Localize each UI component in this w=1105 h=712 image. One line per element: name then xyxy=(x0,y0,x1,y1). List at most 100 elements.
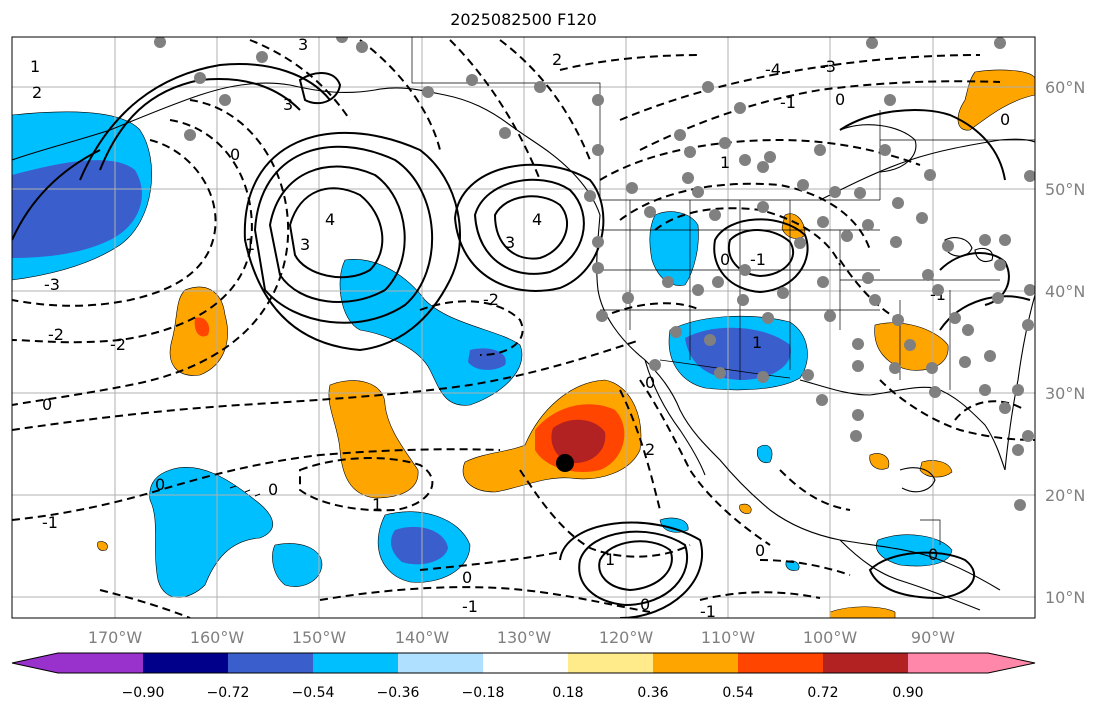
lon-label: 160°W xyxy=(190,628,245,647)
negative-anomaly-region xyxy=(149,467,273,598)
contour-solid xyxy=(253,145,434,324)
strong-negative-anomaly-region xyxy=(12,160,142,258)
contour-dashed xyxy=(839,259,901,321)
contour-dashed xyxy=(419,300,524,356)
colorbar-segment xyxy=(738,653,823,673)
contour-label: 2 xyxy=(32,83,42,102)
map-frame xyxy=(11,36,1036,619)
storm-center-marker xyxy=(556,454,574,472)
latitude-labels: 60°N 50°N 40°N 30°N 20°N 10°N xyxy=(1045,78,1085,607)
negative-anomaly-region xyxy=(876,534,953,567)
negative-anomaly-region xyxy=(339,259,523,406)
contour-dashed xyxy=(99,589,191,618)
alaska-coastline xyxy=(12,82,601,216)
strong-negative-anomaly-region xyxy=(390,526,448,565)
contour-label: -1 xyxy=(42,513,58,532)
east-coast xyxy=(1004,294,1035,471)
colorbar-tick-label: 0.36 xyxy=(637,685,668,701)
lon-label: 140°W xyxy=(395,628,450,647)
contour-dashed xyxy=(499,39,591,161)
contour-dashed xyxy=(249,39,351,121)
contour-dashed xyxy=(599,302,701,319)
contour-label: 0 xyxy=(42,395,52,414)
lon-label: 90°W xyxy=(911,628,955,647)
contour-label: 3 xyxy=(298,35,308,54)
contour-dashed xyxy=(519,469,691,558)
contour-dashed xyxy=(699,591,821,601)
contour-solid xyxy=(453,163,605,292)
contour-solid xyxy=(839,109,1006,181)
hawaii xyxy=(229,485,261,497)
contour-label: 0 xyxy=(645,373,655,392)
contour-solid xyxy=(868,551,976,600)
colorbar-segment xyxy=(823,653,908,673)
contour-dashed xyxy=(319,586,651,613)
hudson-bay xyxy=(839,124,917,173)
colorbar-tick-label: 0.54 xyxy=(722,685,753,701)
contour-dashed xyxy=(639,379,771,546)
contour-label: 3 xyxy=(505,233,515,252)
contour-solid xyxy=(727,229,795,278)
yucatan xyxy=(899,467,936,493)
contour-dashed xyxy=(779,469,851,511)
colorbar-outline xyxy=(11,652,1036,674)
contour-label: -1 xyxy=(780,93,796,112)
contour-dashed xyxy=(359,39,441,151)
great-lakes xyxy=(944,237,994,263)
contour-dashed xyxy=(559,54,701,71)
contour-label: 1 xyxy=(372,495,382,514)
colorbar-segment xyxy=(653,653,738,673)
contour-dashed xyxy=(12,339,641,431)
baja-coast xyxy=(644,359,706,476)
colorbar: −0.90 −0.72 −0.54 −0.36 −0.18 0.18 0.36 … xyxy=(11,652,1036,701)
contour-label: -2 xyxy=(110,335,126,354)
lon-label: 170°W xyxy=(88,628,143,647)
lon-label: 150°W xyxy=(292,628,347,647)
lon-label: 120°W xyxy=(599,628,654,647)
contour-labels: 1 2 3 3 4 3 4 3 2 1 0 -1 -2 -3 -4 0 -1 -… xyxy=(30,35,1010,621)
contour-dashed xyxy=(639,80,1001,151)
lon-label: 100°W xyxy=(803,628,858,647)
contour-solid xyxy=(243,131,461,352)
colorbar-segment xyxy=(313,653,398,673)
height-contours xyxy=(12,39,1035,618)
contour-dashed xyxy=(12,448,501,521)
contour-solid xyxy=(298,72,342,105)
contour-label: 3 xyxy=(283,95,293,114)
contour-dashed xyxy=(954,400,1026,421)
contour-dashed xyxy=(619,54,981,121)
contour-label: 0 xyxy=(268,480,278,499)
contour-label: -1 xyxy=(750,250,766,269)
contour-dashed xyxy=(619,389,661,511)
contour-label: 1 xyxy=(245,235,255,254)
lat-label: 60°N xyxy=(1045,78,1085,97)
contour-label: 0 xyxy=(755,541,765,560)
positive-anomaly-region xyxy=(328,380,419,499)
lat-label: 10°N xyxy=(1045,588,1085,607)
contour-label: -3 xyxy=(820,57,836,76)
contour-label: -1 xyxy=(462,597,478,616)
contour-label: 0 xyxy=(155,475,165,494)
contour-label: 4 xyxy=(532,210,542,229)
contour-dashed xyxy=(12,99,290,406)
colorbar-segment xyxy=(143,653,228,673)
contour-solid xyxy=(268,165,406,303)
contour-solid xyxy=(578,530,688,607)
lat-label: 20°N xyxy=(1045,486,1085,505)
contour-solid xyxy=(939,295,1031,331)
lat-label: 40°N xyxy=(1045,282,1085,301)
colorbar-tick-label: −0.90 xyxy=(122,685,165,701)
colorbar-tick-label: −0.54 xyxy=(292,685,335,701)
strongest-positive-anomaly-region xyxy=(551,419,606,464)
contour-label: 0 xyxy=(720,250,730,269)
contour-dashed xyxy=(619,182,871,251)
colorbar-segment xyxy=(908,653,988,673)
contour-solid xyxy=(473,178,585,275)
colorbar-extend-low xyxy=(12,653,58,673)
negative-anomaly-region xyxy=(272,543,323,587)
political-borders xyxy=(411,37,1035,545)
negative-anomaly-region xyxy=(649,211,699,286)
contour-solid xyxy=(493,195,569,260)
colorbar-segment xyxy=(398,653,483,673)
contour-label: 0 xyxy=(230,145,240,164)
